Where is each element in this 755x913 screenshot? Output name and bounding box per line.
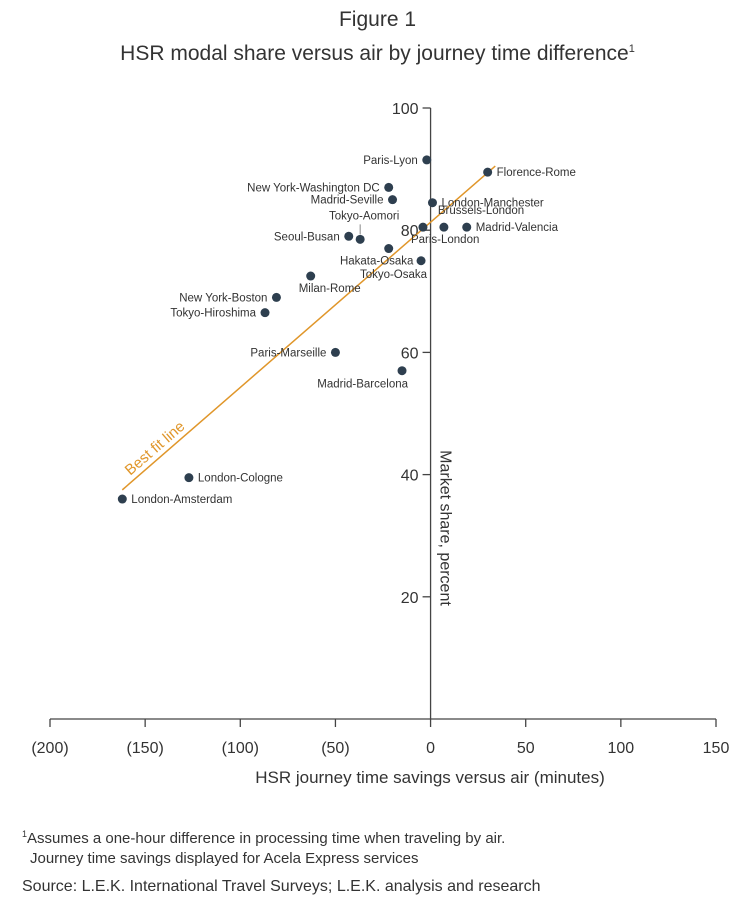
- point-label: Paris-Lyon: [363, 155, 418, 167]
- x-axis-label: HSR journey time savings versus air (min…: [255, 768, 605, 787]
- point-label: Paris-Marseille: [250, 347, 326, 359]
- best-fit-line-label: Best fit line: [122, 418, 189, 479]
- point-label: New York-Boston: [179, 292, 267, 304]
- footnote-text-1: Assumes a one-hour difference in process…: [27, 830, 506, 847]
- data-point: [260, 308, 270, 318]
- data-point: [271, 292, 281, 302]
- data-point: [355, 234, 365, 244]
- point-label: Brussels-London: [438, 205, 524, 217]
- data-point: [117, 494, 127, 504]
- x-tick-label: (100): [222, 740, 259, 757]
- chart-title: HSR modal share versus air by journey ti…: [0, 42, 755, 66]
- footnote-line-1: 1Assumes a one-hour difference in proces…: [22, 824, 722, 849]
- data-point: [427, 198, 437, 208]
- figure-label: Figure 1: [338, 8, 417, 31]
- data-point: [462, 222, 472, 232]
- footnote: 1Assumes a one-hour difference in proces…: [22, 824, 722, 869]
- data-point: [384, 182, 394, 192]
- data-point: [388, 195, 398, 205]
- point-label: Seoul-Busan: [274, 231, 340, 243]
- point-label: Madrid-Barcelona: [317, 379, 408, 391]
- x-tick-label: 0: [426, 740, 435, 757]
- x-tick-label: (50): [321, 740, 349, 757]
- data-points: [117, 155, 493, 504]
- point-label: New York-Washington DC: [247, 182, 380, 194]
- y-axis-label: Market share, percent: [437, 450, 454, 606]
- x-tick-label: 150: [703, 740, 730, 757]
- y-tick-label: 60: [401, 345, 419, 362]
- data-point: [416, 256, 426, 266]
- data-point: [422, 155, 432, 165]
- data-point: [184, 473, 194, 483]
- source-note: Source: L.E.K. International Travel Surv…: [22, 878, 541, 895]
- data-point: [384, 244, 394, 254]
- best-fit-line: [121, 165, 496, 491]
- point-label: Florence-Rome: [497, 167, 576, 179]
- data-point: [418, 222, 428, 232]
- data-point: [439, 222, 449, 232]
- point-label: Tokyo-Hiroshima: [170, 308, 256, 320]
- x-tick-label: 100: [608, 740, 635, 757]
- point-label: Tokyo-Osaka: [360, 269, 428, 281]
- footnote-line-2: Journey time savings displayed for Acela…: [30, 850, 419, 867]
- data-point: [330, 347, 340, 357]
- point-labels: Paris-Lyon Florence-Rome New York-Washingt…: [131, 155, 576, 506]
- point-label: Hakata-Osaka: [340, 256, 414, 268]
- data-point: [344, 231, 354, 241]
- point-label: Madrid-Valencia: [476, 222, 559, 234]
- footnote-marker: 1: [22, 829, 28, 839]
- x-tick-label: (150): [126, 740, 163, 757]
- y-tick-label: 40: [401, 468, 419, 485]
- chart-title-text: HSR modal share versus air by journey ti…: [120, 42, 629, 65]
- y-tick-label: 100: [392, 101, 419, 118]
- data-point: [397, 366, 407, 376]
- title-footnote-marker: 1: [628, 43, 635, 55]
- point-label: Paris-London: [411, 234, 479, 246]
- x-tick-label: (200): [31, 740, 68, 757]
- x-tick-label: 50: [517, 740, 535, 757]
- point-label: Madrid-Seville: [311, 195, 384, 207]
- chart-axes: (200) (150) (100) (50) 0 50 100 15020406080100M…: [31, 101, 729, 757]
- data-point: [306, 271, 316, 281]
- point-label: London-Manchester: [441, 198, 543, 210]
- point-label: London-Cologne: [198, 473, 283, 485]
- point-label: Tokyo-Aomori: [329, 210, 399, 222]
- point-label: Milan-Rome: [299, 283, 361, 295]
- point-label: London-Amsterdam: [131, 494, 232, 506]
- y-tick-label: 20: [401, 590, 419, 607]
- data-point: [483, 167, 493, 177]
